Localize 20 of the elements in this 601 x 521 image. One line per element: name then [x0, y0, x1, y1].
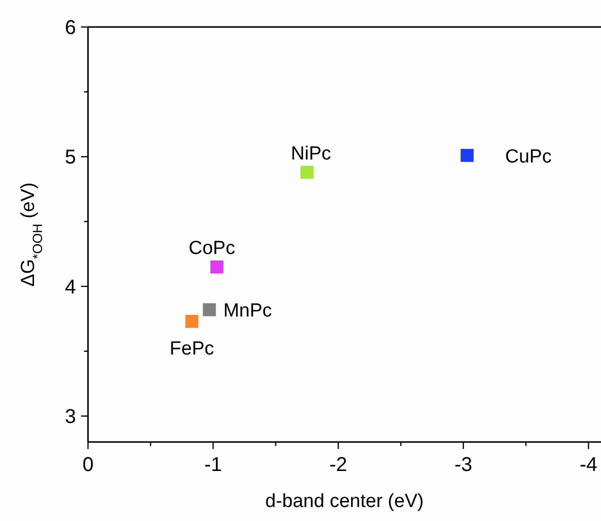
y-tick-label: 4 — [64, 276, 76, 298]
x-tick-label: -4 — [580, 454, 598, 476]
y-tick-label: 5 — [64, 146, 76, 169]
x-tick-label: 0 — [82, 454, 94, 476]
point — [210, 260, 224, 274]
point — [300, 166, 314, 179]
point — [460, 148, 474, 162]
series-label: MnPc — [223, 300, 272, 322]
y-tick-label: 6 — [64, 17, 76, 39]
series-label: CuPc — [505, 146, 552, 168]
series-label: CoPc — [188, 238, 236, 259]
point — [202, 303, 216, 316]
x-tick-label: -1 — [204, 454, 222, 476]
x-tick-label: -3 — [454, 454, 472, 476]
y-tick-label: 3 — [64, 406, 76, 428]
x-tick-label: -2 — [329, 454, 348, 476]
series-label: FePc — [170, 338, 214, 360]
x-axis-title: d-band center (eV) — [265, 491, 424, 512]
point — [185, 314, 198, 328]
series-label: NiPc — [290, 143, 332, 164]
